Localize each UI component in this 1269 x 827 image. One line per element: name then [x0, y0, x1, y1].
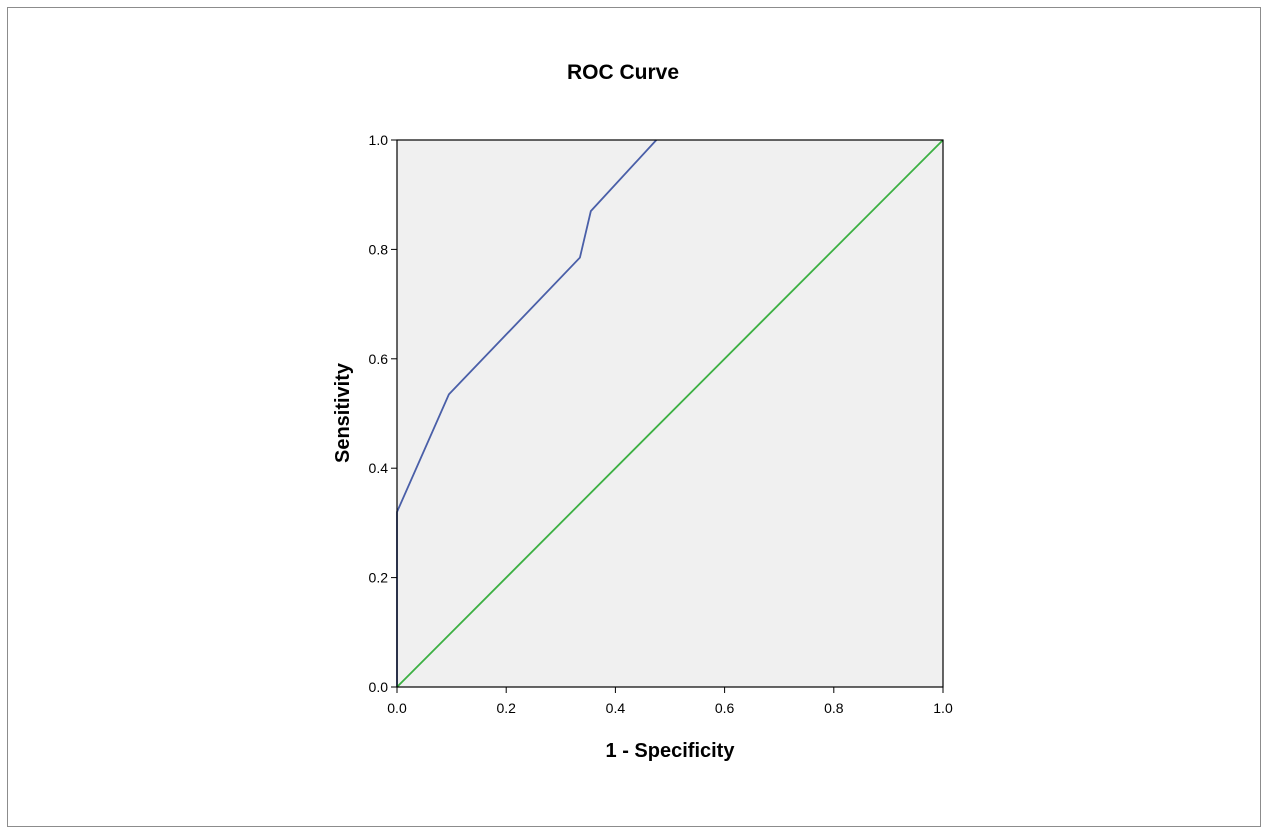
- y-tick-label: 0.2: [369, 570, 389, 586]
- x-axis-label: 1 - Specificity: [606, 740, 736, 762]
- y-axis-label: Sensitivity: [332, 362, 354, 463]
- x-tick-label: 1.0: [933, 700, 953, 716]
- y-tick-label: 0.6: [369, 351, 389, 367]
- plot-border: [396, 139, 944, 688]
- reference-diagonal-line: [396, 139, 944, 688]
- x-tick-label: 0.6: [715, 700, 735, 716]
- y-axis: 0.0 0.2 0.4 0.6 0.8 1.0: [369, 132, 397, 695]
- x-tick-label: 0.0: [387, 700, 407, 716]
- y-tick-label: 0.4: [369, 460, 389, 476]
- y-tick-label: 0.8: [369, 241, 389, 257]
- x-tick-label: 0.2: [496, 700, 516, 716]
- chart-title: ROC Curve: [567, 61, 679, 84]
- y-tick-label: 1.0: [369, 132, 389, 148]
- y-tick-label: 0.0: [369, 679, 389, 695]
- x-tick-label: 0.8: [824, 700, 844, 716]
- x-axis: 0.0 0.2 0.4 0.6 0.8 1.0: [387, 687, 953, 716]
- x-tick-label: 0.4: [606, 700, 626, 716]
